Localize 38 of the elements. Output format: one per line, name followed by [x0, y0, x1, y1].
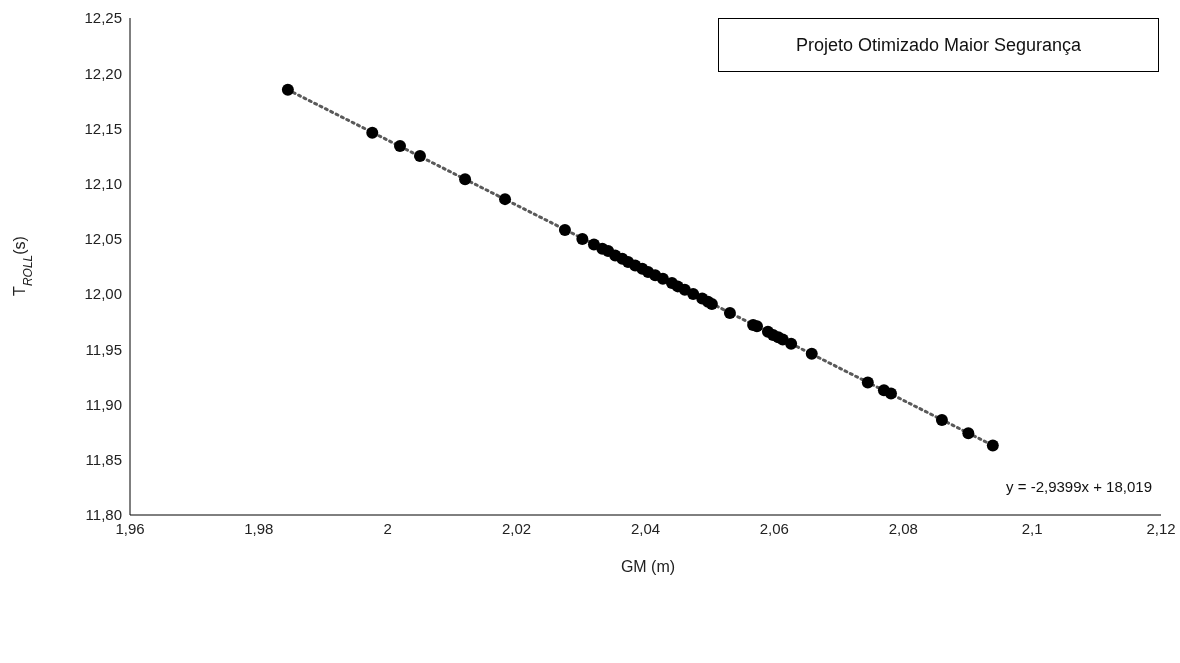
point — [576, 232, 589, 245]
point — [366, 126, 379, 139]
point — [805, 347, 818, 360]
annotation: y = -2,9399x + 18,019 — [1006, 478, 1152, 495]
point — [499, 193, 512, 206]
x-tick-label: 2,12 — [1146, 519, 1176, 537]
y-tick-label: 12,15 — [84, 119, 122, 137]
point — [861, 376, 874, 389]
point — [986, 439, 999, 452]
point — [723, 306, 736, 319]
y-tick-label: 12,05 — [84, 230, 122, 248]
x-tick-label: 2 — [383, 519, 392, 537]
y-tick-label: 12,20 — [84, 64, 122, 82]
x-tick-label: 2,08 — [888, 519, 918, 537]
y-tick-label: 11,85 — [85, 451, 122, 469]
point — [459, 173, 472, 186]
point — [785, 337, 798, 350]
x-tick-label: 2,06 — [759, 519, 789, 537]
point — [962, 427, 975, 440]
point — [413, 150, 426, 163]
point — [885, 387, 898, 400]
point — [393, 140, 406, 153]
point — [656, 272, 669, 285]
x-tick-label: 2,1 — [1021, 519, 1043, 537]
y-tick-label: 11,90 — [85, 395, 122, 413]
x-tick-label: 1,98 — [244, 519, 274, 537]
x-tick-label: 2,02 — [502, 519, 532, 537]
x-axis-title: GM (m) — [620, 558, 676, 575]
text: Projeto Otimizado Maior Segurança — [718, 18, 1159, 72]
point — [687, 288, 700, 301]
x-tick-label: 2,04 — [630, 519, 661, 537]
y-tick-label: 12,10 — [84, 174, 122, 192]
y-tick-label: 11,95 — [85, 340, 122, 358]
point — [935, 414, 948, 427]
point — [558, 224, 571, 237]
y-tick-label: 12,25 — [84, 9, 122, 27]
point — [281, 83, 294, 96]
y-tick-label: 12,00 — [84, 285, 122, 303]
